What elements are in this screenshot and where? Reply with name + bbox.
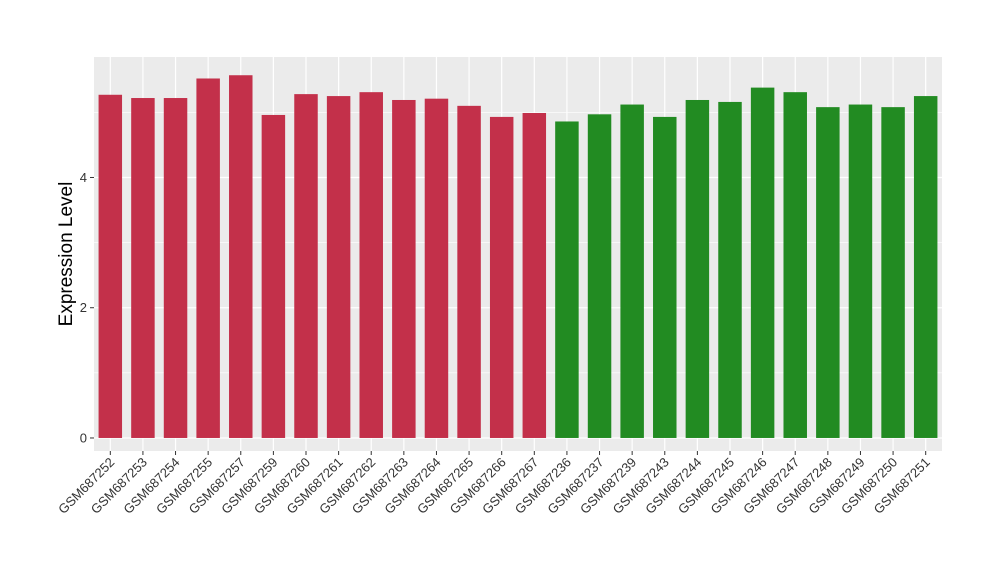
bar-gsm687266 <box>489 116 514 438</box>
bar-gsm687260 <box>294 94 318 438</box>
bar-gsm687253 <box>131 98 155 438</box>
bar-gsm687236 <box>555 121 579 438</box>
y-axis-title: Expression Level <box>56 182 77 327</box>
bar-gsm687261 <box>326 96 351 438</box>
bar-gsm687248 <box>816 107 840 438</box>
bar-gsm687252 <box>98 94 123 438</box>
bar-gsm687249 <box>848 104 873 438</box>
y-tick-label: 4 <box>80 170 87 185</box>
x-axis: GSM687252GSM687253GSM687254GSM687255GSM6… <box>55 451 933 517</box>
plot-panel <box>94 57 942 451</box>
bar-gsm687265 <box>457 105 481 438</box>
bar-gsm687267 <box>522 113 547 438</box>
bar-gsm687264 <box>424 98 449 438</box>
bar-gsm687262 <box>359 92 383 438</box>
bars <box>98 75 938 438</box>
bar-gsm687255 <box>196 78 220 438</box>
bar-gsm687237 <box>587 114 612 438</box>
bar-gsm687251 <box>913 96 938 438</box>
y-tick-label: 2 <box>80 300 87 315</box>
bar-gsm687245 <box>718 101 742 438</box>
bar-gsm687263 <box>392 99 416 438</box>
bar-gsm687259 <box>261 114 286 438</box>
bar-gsm687244 <box>685 99 710 438</box>
bar-gsm687239 <box>620 104 644 438</box>
bar-gsm687243 <box>653 116 677 438</box>
bar-gsm687254 <box>163 98 188 438</box>
bar-gsm687246 <box>750 87 775 438</box>
bar-gsm687250 <box>881 107 905 438</box>
y-tick-label: 0 <box>80 430 87 445</box>
y-axis: 0 2 4 <box>80 170 94 445</box>
bar-gsm687257 <box>229 75 253 438</box>
bar-gsm687247 <box>783 92 807 438</box>
